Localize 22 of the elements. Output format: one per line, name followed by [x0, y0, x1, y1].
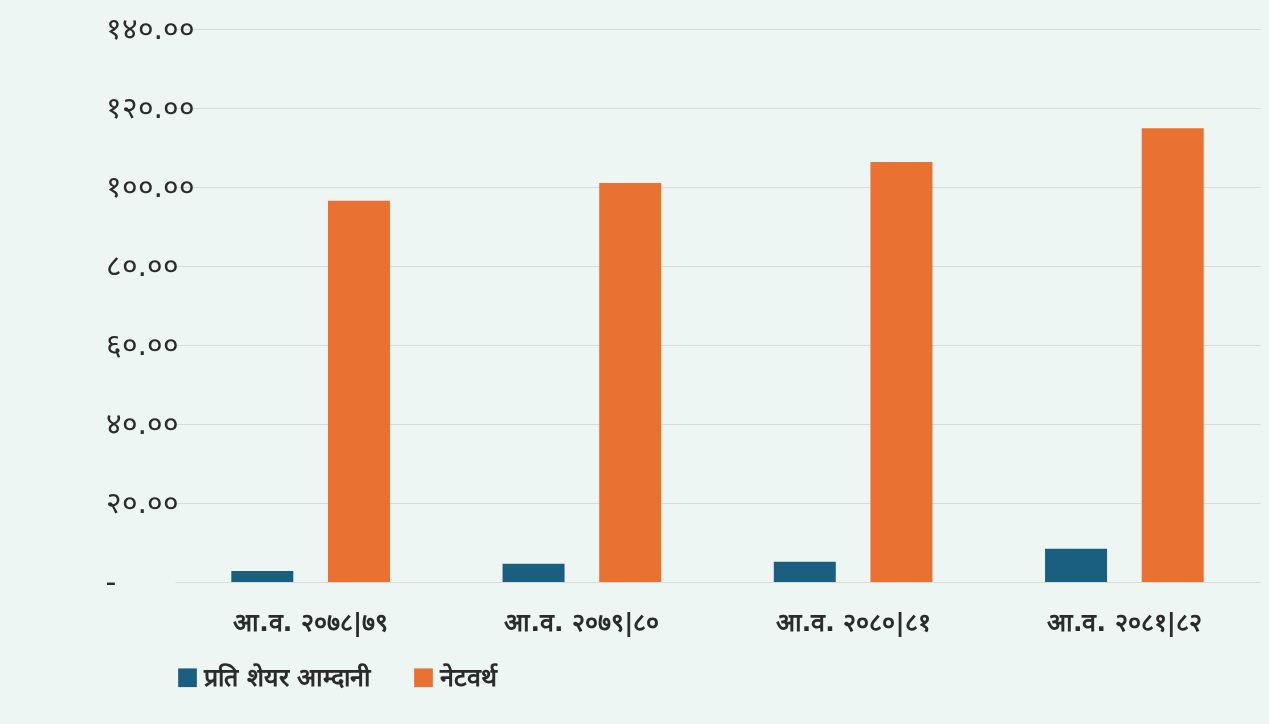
- y-tick-label: १२०.००: [105, 89, 196, 125]
- x-tick-label: आ.व. २०७९|८०: [504, 607, 660, 637]
- x-tick-label: आ.व. २०७८|७९: [233, 607, 389, 637]
- y-tick-label: २०.००: [105, 484, 180, 520]
- y-tick-label: -: [105, 563, 117, 599]
- bar: [599, 183, 662, 582]
- bar: [1141, 128, 1204, 582]
- bar: [502, 563, 565, 582]
- bar: [870, 162, 933, 582]
- x-tick-label: आ.व. २०८१|८२: [1046, 607, 1202, 637]
- bar: [231, 570, 294, 582]
- y-tick-label: ८०.००: [105, 247, 180, 283]
- legend-label: प्रति शेयर आम्दानी: [203, 662, 373, 692]
- y-tick-label: १४०.००: [105, 10, 196, 46]
- y-tick-label: ४०.००: [105, 405, 180, 441]
- x-tick-label: आ.व. २०८०|८१: [775, 607, 931, 637]
- bar: [327, 200, 390, 582]
- bar: [1045, 548, 1108, 582]
- bar: [773, 561, 836, 582]
- y-tick-label: १००.००: [105, 168, 196, 204]
- y-tick-label: ६०.००: [105, 326, 180, 362]
- legend-label: नेटवर्थ: [439, 662, 498, 692]
